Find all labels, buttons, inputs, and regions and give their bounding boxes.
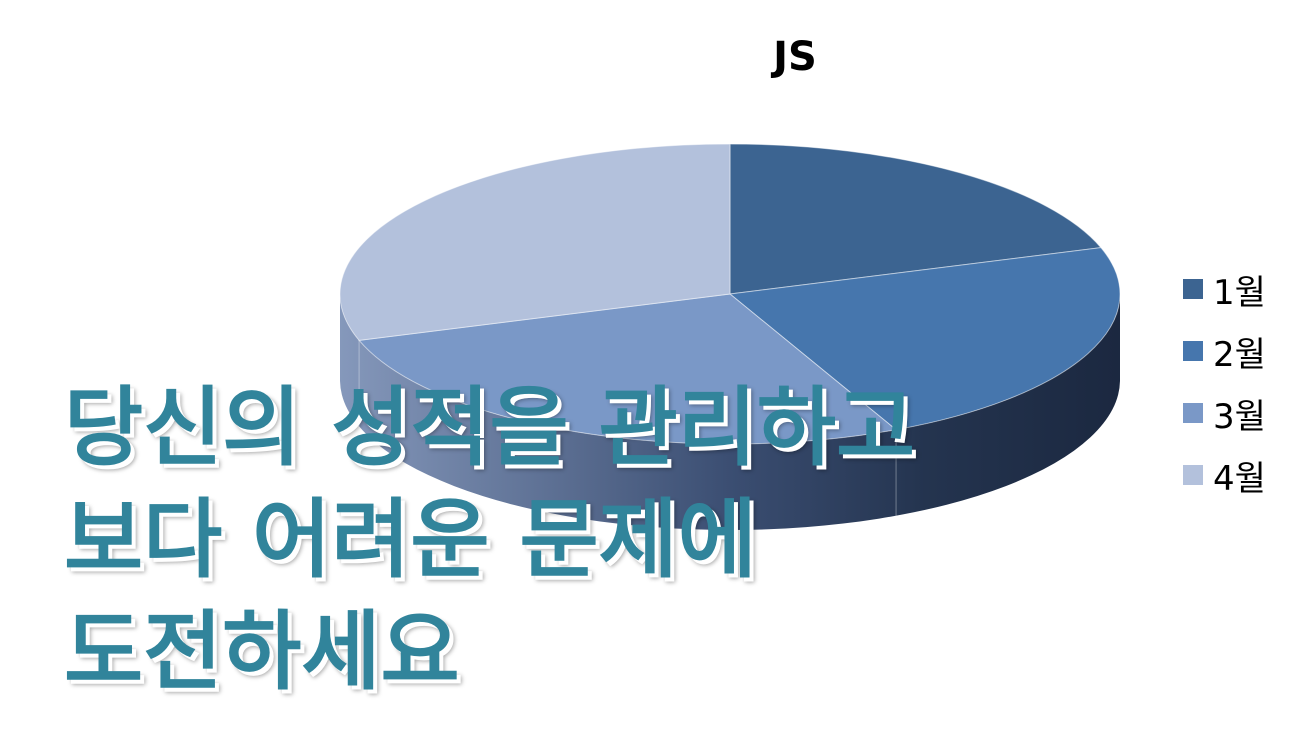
overlay-line-2: 보다 어려운 문제에 (64, 490, 757, 590)
legend: 1월 2월 3월 4월 (1183, 266, 1266, 514)
legend-label-3: 3월 (1213, 396, 1266, 437)
legend-swatch-4 (1183, 465, 1203, 485)
pie-slice-2 (728, 247, 1121, 431)
overlay-line-1: 당신의 성적을 관리하고 (64, 378, 916, 478)
pie-slice-4 (339, 143, 731, 341)
overlay-line-3: 도전하세요 (64, 602, 460, 702)
legend-label-2: 2월 (1213, 334, 1266, 375)
legend-item-4: 4월 (1183, 452, 1266, 499)
pie-slice-3 (358, 293, 898, 445)
legend-item-3: 3월 (1183, 390, 1266, 437)
legend-item-2: 2월 (1183, 328, 1266, 375)
legend-swatch-1 (1183, 279, 1203, 299)
chart-title: JS (773, 34, 817, 80)
pie-top (339, 143, 1121, 445)
pie-side (340, 294, 1120, 530)
overlay-message: 당신의 성적을 관리하고 보다 어려운 문제에 도전하세요 (64, 372, 915, 708)
pie-slice-1 (729, 143, 1102, 295)
legend-swatch-2 (1183, 341, 1203, 361)
legend-label-4: 4월 (1213, 458, 1266, 499)
legend-label-1: 1월 (1213, 272, 1266, 313)
legend-swatch-3 (1183, 403, 1203, 423)
legend-item-1: 1월 (1183, 266, 1266, 313)
pie-rim (340, 294, 1120, 530)
